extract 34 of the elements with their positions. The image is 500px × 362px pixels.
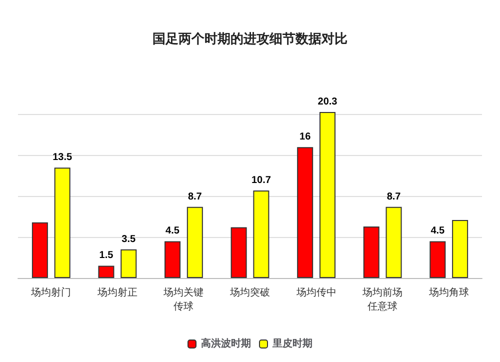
chart-title: 国足两个时期的进攻细节数据对比: [152, 32, 348, 47]
x-tick-label: 场均射正: [96, 286, 138, 298]
bar: [430, 241, 446, 278]
x-tick-label: 场均射门: [30, 286, 72, 298]
bar: [386, 206, 402, 278]
bar: [452, 220, 468, 278]
x-tick-label: 场均前场任意球: [362, 286, 403, 312]
bar: [120, 249, 137, 278]
x-tick-label: 场均传中: [295, 286, 336, 298]
bar: [319, 112, 336, 278]
bar: [297, 147, 314, 278]
data-label: 1.5: [99, 250, 114, 262]
data-label: 4.5: [166, 226, 180, 237]
legend-label: 高洪波时期: [201, 338, 251, 350]
data-label: 8.7: [188, 191, 202, 202]
data-label: 20.3: [318, 96, 338, 108]
legend-label: 里皮时期: [272, 338, 312, 350]
bar: [186, 206, 203, 278]
x-tick-label: 场均突破: [229, 286, 270, 298]
bar: [253, 190, 270, 278]
x-tick-label: 场均角球: [428, 286, 469, 298]
bar: [164, 241, 181, 278]
bar: [32, 222, 48, 278]
data-label: 3.5: [122, 234, 136, 245]
bar: [98, 266, 114, 278]
data-label: 8.7: [386, 191, 402, 202]
bar: [363, 226, 380, 278]
bar: [54, 168, 70, 278]
x-tick-label: 场均关键传球: [162, 286, 204, 312]
data-label: 4.5: [430, 226, 446, 237]
data-label: 10.7: [251, 175, 272, 186]
data-label: 16: [300, 132, 312, 143]
bar: [230, 227, 247, 278]
data-label: 13.5: [52, 152, 73, 164]
